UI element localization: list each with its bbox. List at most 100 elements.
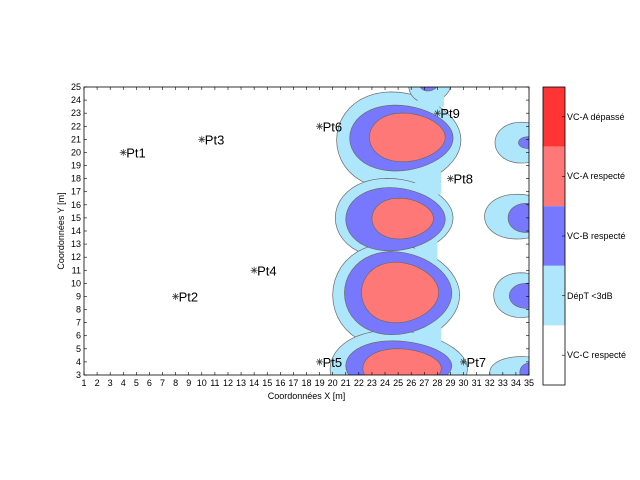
- colorbar-label: VC-A respecté: [567, 171, 626, 182]
- contour-blue-r2: [507, 203, 529, 233]
- x-tick-label: 26: [406, 378, 416, 388]
- contour-blue-r1: [518, 136, 529, 149]
- point-label: Pt5: [323, 355, 343, 370]
- x-tick-label: 3: [108, 378, 113, 388]
- y-tick-label: 13: [71, 239, 81, 249]
- asterisk-marker: [316, 123, 323, 129]
- x-tick-label: 34: [511, 378, 521, 388]
- x-tick-label: 21: [341, 378, 351, 388]
- contour-blue-r3: [509, 282, 529, 309]
- y-tick-label: 6: [76, 331, 81, 341]
- point-label: Pt3: [205, 132, 225, 147]
- asterisk-marker: [447, 175, 454, 182]
- x-tick-label: 8: [173, 378, 178, 388]
- x-tick-label: 2: [95, 378, 100, 388]
- x-tick-label: 13: [236, 378, 246, 388]
- x-tick-label: 35: [524, 378, 534, 388]
- x-tick-label: 22: [354, 378, 364, 388]
- colorbar-frame: [542, 86, 566, 386]
- y-tick-label: 18: [71, 174, 81, 184]
- colorbar-band: [543, 325, 565, 385]
- contour-neck-2: [415, 241, 438, 263]
- y-tick-label: 3: [76, 370, 81, 380]
- contour-blue-r4: [519, 362, 529, 375]
- x-tick-label: 4: [121, 378, 126, 388]
- y-tick-label: 8: [76, 305, 81, 315]
- point-label: Pt6: [323, 119, 343, 134]
- x-axis-label: Coordonnées X [m]: [268, 391, 346, 401]
- contour-neck-top: [417, 87, 444, 107]
- point-label: Pt1: [126, 145, 146, 160]
- x-tick-label: 16: [275, 378, 285, 388]
- x-tick-label: 32: [485, 378, 495, 388]
- contour-light-r1: [494, 121, 529, 164]
- y-tick-label: 11: [72, 265, 81, 275]
- contour-neck-3: [413, 325, 442, 347]
- point-pt5: Pt5: [316, 355, 342, 370]
- x-tick-label: 7: [160, 378, 165, 388]
- x-tick-label: 33: [498, 378, 508, 388]
- y-tick-label: 5: [76, 344, 81, 354]
- y-tick-label: 19: [71, 161, 81, 171]
- point-pt3: Pt3: [198, 132, 224, 147]
- point-pt7: Pt7: [460, 355, 486, 370]
- x-tick-label: 11: [210, 378, 219, 388]
- y-tick-label: 25: [71, 82, 81, 92]
- x-tick-label: 15: [262, 378, 272, 388]
- y-tick-label: 10: [71, 278, 81, 288]
- point-label: Pt7: [467, 355, 487, 370]
- y-tick-label: 24: [71, 95, 81, 105]
- point-pt9: Pt9: [433, 106, 460, 121]
- contour-red-4: [362, 348, 442, 375]
- point-label: Pt4: [257, 263, 277, 278]
- contour-red-2: [371, 197, 434, 240]
- contour-neck-1: [415, 172, 442, 195]
- x-tick-label: 17: [288, 378, 298, 388]
- y-tick-label: 22: [71, 121, 81, 131]
- x-tick-label: 29: [445, 378, 455, 388]
- point-label: Pt9: [440, 106, 460, 121]
- x-tick-label: 6: [147, 378, 152, 388]
- y-tick-label: 4: [76, 357, 81, 367]
- x-tick-label: 14: [249, 378, 259, 388]
- x-tick-label: 19: [315, 378, 325, 388]
- x-tick-label: 10: [197, 378, 207, 388]
- colorbar-band: [543, 206, 565, 266]
- x-tick-label: 28: [432, 378, 442, 388]
- x-tick-label: 30: [459, 378, 469, 388]
- x-tick-label: 27: [419, 378, 429, 388]
- y-tick-label: 7: [76, 318, 81, 328]
- asterisk-marker: [316, 359, 323, 365]
- axes-background: [84, 87, 529, 375]
- contour-red-1: [368, 112, 446, 163]
- colorbar-band: [543, 146, 565, 207]
- x-tick-label: 20: [328, 378, 338, 388]
- y-tick-label: 12: [71, 252, 81, 262]
- y-tick-label: 23: [71, 108, 81, 118]
- colorbar-label: VC-B respecté: [567, 231, 626, 241]
- x-tick-label: 5: [134, 378, 139, 388]
- asterisk-marker: [460, 359, 467, 365]
- asterisk-marker: [434, 110, 441, 116]
- contour-fills: [329, 87, 529, 375]
- colorbar-label: VC-A dépassé: [567, 111, 625, 122]
- x-tick-label: 18: [301, 378, 311, 388]
- point-label: Pt2: [179, 289, 199, 304]
- asterisk-marker: [172, 293, 179, 300]
- y-tick-label: 9: [76, 291, 81, 301]
- asterisk-marker: [251, 267, 257, 273]
- y-tick-label: 15: [71, 213, 81, 223]
- colorbar-label: DépT <3dB: [567, 290, 613, 301]
- x-tick-label: 31: [472, 378, 482, 388]
- y-tick-label: 20: [71, 147, 81, 157]
- point-pt1: Pt1: [119, 145, 146, 160]
- x-tick-label: 25: [393, 378, 403, 388]
- point-label: Pt8: [453, 172, 473, 187]
- point-pt4: Pt4: [250, 263, 277, 278]
- y-tick-label: 17: [71, 187, 81, 197]
- y-axis-label: Coordonnées Y [m]: [56, 192, 66, 269]
- x-tick-label: 9: [186, 378, 191, 388]
- colorbar-band: [543, 265, 565, 326]
- contour-blue-top: [419, 87, 438, 92]
